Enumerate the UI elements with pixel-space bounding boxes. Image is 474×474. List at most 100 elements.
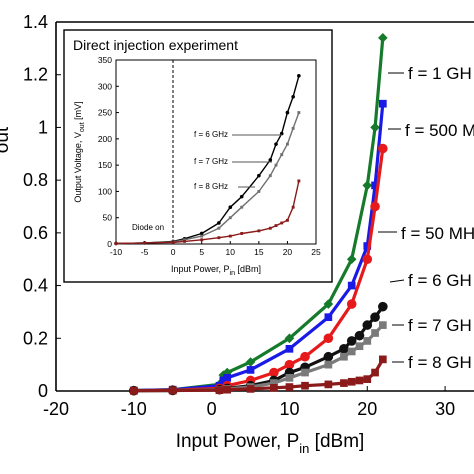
inset-data-point xyxy=(183,238,187,242)
main-y-tick-label: 1 xyxy=(38,117,48,137)
inset-x-tick-label: 5 xyxy=(199,247,204,257)
main-data-point xyxy=(323,351,334,362)
main-data-point xyxy=(246,366,255,374)
main-series-label-f-50-mhz: f = 50 MH xyxy=(401,224,474,243)
main-x-tick-label: 30 xyxy=(435,399,455,419)
inset-plot-frame xyxy=(115,59,317,245)
main-data-point xyxy=(323,333,334,344)
inset-data-point xyxy=(199,231,204,236)
main-data-point xyxy=(378,99,387,108)
inset-x-label-main: Input Power, P xyxy=(171,264,230,274)
main-label-leader xyxy=(389,279,405,283)
inset-data-point xyxy=(171,240,175,244)
main-data-point xyxy=(285,344,294,353)
main-data-point xyxy=(284,359,295,370)
main-y-tick-label: 0.6 xyxy=(23,223,48,243)
main-data-point xyxy=(340,352,348,361)
main-data-point xyxy=(362,320,373,330)
inset-x-tick-label: 20 xyxy=(283,247,293,257)
main-data-point xyxy=(223,385,232,394)
inset-y-tick-label: 200 xyxy=(98,134,112,144)
main-series-label-f-7-ghz: f = 7 GH xyxy=(408,316,472,335)
main-x-tick-label: 0 xyxy=(207,399,217,419)
main-data-point xyxy=(129,386,138,395)
main-data-point xyxy=(355,342,364,351)
inset-data-point xyxy=(274,142,278,146)
inset-data-point xyxy=(285,110,290,115)
main-y-tick-label: 0.8 xyxy=(23,170,48,190)
main-data-point xyxy=(370,201,380,212)
inset-data-point xyxy=(217,221,221,225)
inset-data-point xyxy=(228,234,232,238)
inset-series-label-f-8-ghz: f = 8 GHz xyxy=(194,182,228,191)
main-data-point xyxy=(378,33,388,43)
inset-y-label-sub: out xyxy=(79,122,86,132)
main-data-point xyxy=(223,373,232,382)
inset-data-point xyxy=(280,221,284,225)
main-x-label-unit: [dBm] xyxy=(309,431,364,452)
main-series-f-8-ghz xyxy=(129,355,387,395)
main-data-point xyxy=(363,337,372,345)
main-data-point xyxy=(371,368,379,377)
inset-y-tick-label: 150 xyxy=(98,160,112,170)
main-y-label: out xyxy=(0,126,13,153)
main-series-label-f-6-ghz: f = 6 GH xyxy=(408,271,472,290)
inset-data-point xyxy=(297,111,301,115)
inset-x-tick-label: -5 xyxy=(141,247,149,257)
main-y-tick-label: 1.4 xyxy=(23,12,48,32)
main-data-point xyxy=(324,360,333,369)
main-data-point xyxy=(270,379,278,387)
main-data-point xyxy=(340,379,348,387)
inset-data-point xyxy=(285,218,289,222)
inset-data-point xyxy=(297,179,301,183)
inset-data-point xyxy=(257,229,261,233)
main-data-point xyxy=(346,254,357,265)
main-series-labels: f = 1 GH f = 500 M f = 50 MH f = 6 GH f = 7 … xyxy=(378,64,474,372)
inset-data-point xyxy=(200,234,204,238)
main-data-point xyxy=(324,380,333,389)
inset-series-label-f-7-ghz: f = 7 GHz xyxy=(194,157,228,166)
main-data-point xyxy=(339,344,349,354)
inset-x-tick-label: 25 xyxy=(311,247,321,257)
main-data-point xyxy=(370,312,380,323)
main-data-point xyxy=(300,351,310,362)
inset-x-label: Input Power, Pin [dBm] xyxy=(171,264,261,277)
inset-title: Direct injection experiment xyxy=(73,37,238,53)
main-data-point xyxy=(168,386,177,395)
inset-data-point xyxy=(217,226,221,230)
inset-y-tick-label: 50 xyxy=(103,213,113,223)
inset-data-point xyxy=(114,242,118,245)
inset-data-point xyxy=(291,126,295,130)
diode-on-label: Diode on xyxy=(132,223,164,232)
inset-y-tick-label: 100 xyxy=(98,186,112,196)
inset-x-tick-label: -10 xyxy=(110,247,123,257)
main-data-point xyxy=(378,301,388,312)
main-data-point xyxy=(284,333,295,344)
main-data-point xyxy=(371,329,379,337)
main-series-label-f-8-ghz: f = 8 GH xyxy=(408,353,472,372)
main-y-tick-label: 1.2 xyxy=(23,65,48,85)
inset-data-point xyxy=(268,174,272,178)
main-series-label-f-500-mhz: f = 500 M xyxy=(405,121,474,140)
main-data-point xyxy=(323,299,334,309)
main-data-point xyxy=(378,355,387,364)
main-data-point xyxy=(245,357,256,367)
main-x-tick-label: -10 xyxy=(121,399,147,419)
inset-y-tick-label: 350 xyxy=(98,55,112,65)
inset-series-f-8-ghz xyxy=(114,179,301,245)
main-data-point xyxy=(324,313,333,322)
main-data-point xyxy=(285,373,294,382)
main-data-point xyxy=(285,383,294,391)
inset-data-point xyxy=(297,73,301,78)
main-x-tick-label: 20 xyxy=(357,399,377,419)
inset-x-label-sub: in xyxy=(230,270,236,277)
inset-data-point xyxy=(217,236,221,240)
inset-y-tick-label: 300 xyxy=(98,81,112,91)
inset-data-point xyxy=(268,226,272,230)
main-y-tick-label: 0.4 xyxy=(23,276,48,296)
inset-data-point xyxy=(228,205,233,209)
main-x-tick-label: -20 xyxy=(43,399,69,419)
inset-x-tick-label: 0 xyxy=(171,247,176,257)
